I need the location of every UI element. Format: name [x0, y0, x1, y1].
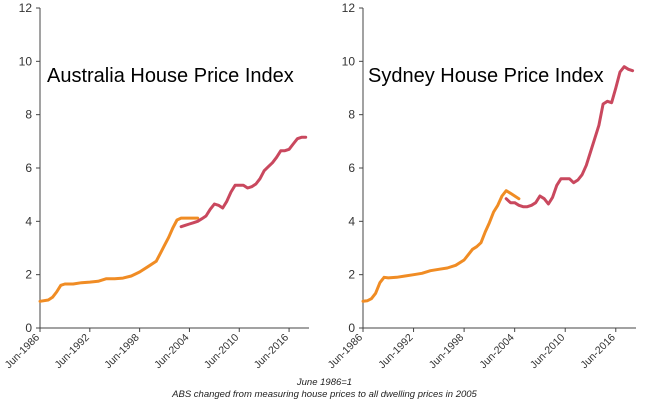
plot-area [38, 135, 308, 303]
x-tick-label: Jun-1992 [376, 332, 416, 372]
y-tick-label: 4 [348, 214, 355, 228]
chart-title: Australia House Price Index [47, 65, 294, 87]
x-tick-label: Jun-1986 [326, 332, 366, 372]
y-tick-label: 8 [25, 108, 32, 122]
footnote-baseline: June 1986=1 [296, 377, 353, 388]
y-axis: 0 2 4 6 8 10 12 [342, 1, 364, 335]
series-line-2 [504, 65, 635, 209]
x-axis: Jun-1986 Jun-1992 Jun-1998 Jun-2004 Jun-2010… [326, 327, 636, 372]
y-tick-label: 12 [19, 1, 33, 15]
series-line-2 [179, 135, 308, 229]
y-tick-label: 6 [25, 161, 32, 175]
series-line-1 [38, 216, 200, 303]
y-tick-label: 0 [348, 321, 355, 335]
x-tick-label: Jun-2010 [528, 332, 568, 372]
x-tick-label: Jun-2004 [477, 332, 517, 372]
footnote-abs-change: ABS changed from measuring house prices … [172, 389, 477, 400]
y-tick-label: 6 [348, 161, 355, 175]
y-tick-label: 10 [342, 54, 356, 68]
chart-title: Sydney House Price Index [368, 65, 604, 87]
y-axis: 0 2 4 6 8 10 12 [19, 1, 41, 335]
sydney-house-price-chart: Sydney House Price Index 0 2 4 6 8 10 12 Jun-1… [326, 1, 636, 372]
y-tick-label: 10 [19, 54, 33, 68]
x-tick-label: Jun-2016 [578, 332, 618, 372]
y-tick-label: 8 [348, 108, 355, 122]
y-tick-label: 12 [342, 1, 356, 15]
plot-area [361, 65, 635, 303]
y-tick-label: 2 [25, 268, 32, 282]
y-tick-label: 2 [348, 268, 355, 282]
y-tick-label: 4 [25, 214, 32, 228]
series-line-1 [361, 189, 521, 303]
x-tick-label: Jun-1998 [427, 332, 467, 372]
y-tick-label: 0 [25, 321, 32, 335]
